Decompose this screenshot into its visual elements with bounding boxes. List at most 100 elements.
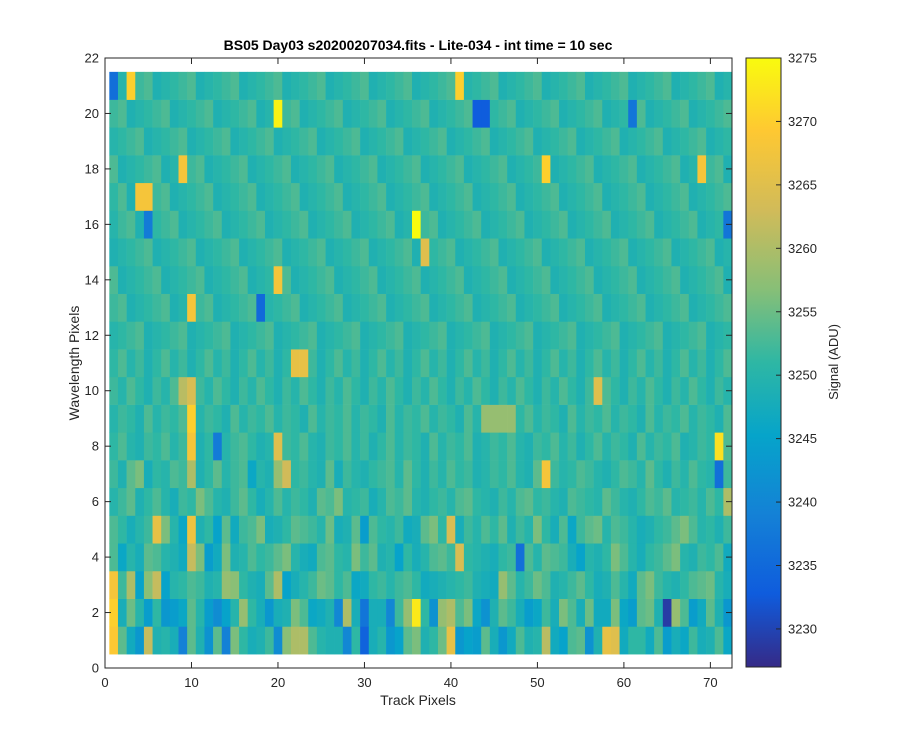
heatmap-cell <box>161 349 171 378</box>
heatmap-cell <box>576 238 586 267</box>
heatmap-cell <box>221 570 231 599</box>
heatmap-cell <box>481 404 491 433</box>
heatmap-cell <box>204 321 214 350</box>
heatmap-cell <box>429 99 439 128</box>
heatmap-cell <box>515 71 525 100</box>
heatmap-cell <box>368 460 378 489</box>
heatmap-cell <box>161 155 171 184</box>
x-axis-label: Track Pixels <box>380 692 456 708</box>
heatmap-cell <box>437 460 447 489</box>
heatmap-cell <box>230 155 240 184</box>
heatmap-cell <box>334 543 344 572</box>
heatmap-cell <box>386 515 396 544</box>
heatmap-cell <box>524 543 534 572</box>
y-axis-label: Wavelength Pixels <box>66 306 82 421</box>
heatmap-cell <box>316 71 326 100</box>
heatmap-cell <box>706 376 716 405</box>
heatmap-cell <box>178 432 188 461</box>
heatmap-cell <box>524 127 534 156</box>
heatmap-cell <box>152 238 162 267</box>
heatmap-cell <box>498 487 508 516</box>
heatmap-cell <box>420 99 430 128</box>
heatmap-cell <box>576 127 586 156</box>
heatmap-cell <box>706 515 716 544</box>
heatmap-cell <box>498 293 508 322</box>
heatmap-cell <box>541 543 551 572</box>
heatmap-cell <box>533 238 543 267</box>
heatmap-cell <box>507 487 517 516</box>
heatmap-cell <box>126 626 136 655</box>
heatmap-cell <box>239 71 248 100</box>
heatmap-cell <box>550 99 560 128</box>
heatmap-cell <box>472 321 482 350</box>
heatmap-cell <box>161 99 171 128</box>
heatmap-cell <box>143 515 153 544</box>
heatmap-cell <box>230 460 240 489</box>
heatmap-cell <box>230 349 240 378</box>
heatmap-cell <box>498 71 508 100</box>
heatmap-cell <box>221 238 231 267</box>
heatmap-cell <box>472 71 482 100</box>
heatmap-cell <box>636 404 646 433</box>
x-tick-label: 40 <box>444 675 458 690</box>
heatmap-cell <box>351 155 361 184</box>
heatmap-cell <box>706 349 716 378</box>
heatmap-cell <box>247 182 257 211</box>
heatmap-cell <box>610 460 620 489</box>
heatmap-cell <box>481 376 491 405</box>
heatmap-cell <box>481 487 491 516</box>
heatmap-cell <box>230 238 240 267</box>
heatmap-cell <box>377 155 387 184</box>
heatmap-cell <box>316 293 326 322</box>
heatmap-cell <box>178 404 188 433</box>
heatmap-cell <box>533 376 543 405</box>
heatmap-cell <box>403 99 413 128</box>
heatmap-cell <box>213 515 223 544</box>
heatmap-cell <box>437 238 447 267</box>
heatmap-cell <box>688 293 698 322</box>
heatmap-cell <box>403 182 413 211</box>
heatmap-cell <box>680 99 690 128</box>
heatmap-cell <box>533 460 543 489</box>
heatmap-cell <box>117 293 127 322</box>
heatmap-cell <box>126 99 136 128</box>
heatmap-cell <box>342 515 352 544</box>
heatmap-cell <box>273 376 283 405</box>
heatmap-cell <box>576 99 586 128</box>
heatmap-cell <box>394 265 404 294</box>
heatmap-cell <box>455 127 465 156</box>
heatmap-cell <box>169 570 179 599</box>
heatmap-cell <box>567 293 577 322</box>
heatmap-cell <box>507 71 517 100</box>
heatmap-cell <box>221 293 231 322</box>
heatmap-cell <box>437 626 447 655</box>
heatmap-cell <box>662 404 672 433</box>
heatmap-cell <box>524 238 534 267</box>
heatmap-cell <box>472 155 482 184</box>
heatmap-cell <box>654 182 664 211</box>
heatmap-cell <box>195 265 205 294</box>
heatmap-cell <box>377 515 387 544</box>
heatmap-cell <box>117 432 127 461</box>
heatmap-cell <box>135 626 145 655</box>
heatmap-cell <box>195 210 205 239</box>
heatmap-cell <box>403 293 413 322</box>
heatmap-cell <box>533 210 543 239</box>
heatmap-cell <box>697 293 707 322</box>
heatmap-cell <box>386 460 396 489</box>
heatmap-cell <box>654 127 664 156</box>
heatmap-cell <box>342 487 352 516</box>
heatmap-cell <box>386 155 396 184</box>
heatmap-cell <box>394 293 404 322</box>
heatmap-cell <box>706 543 716 572</box>
heatmap-cell <box>169 321 179 350</box>
heatmap-cell <box>117 598 127 627</box>
heatmap-cell <box>619 404 629 433</box>
heatmap-cell <box>239 349 248 378</box>
heatmap-cell <box>308 210 318 239</box>
heatmap-cell <box>282 71 292 100</box>
heatmap-cell <box>290 515 300 544</box>
heatmap-cell <box>377 626 387 655</box>
heatmap-cell <box>178 238 188 267</box>
heatmap-cell <box>610 182 620 211</box>
